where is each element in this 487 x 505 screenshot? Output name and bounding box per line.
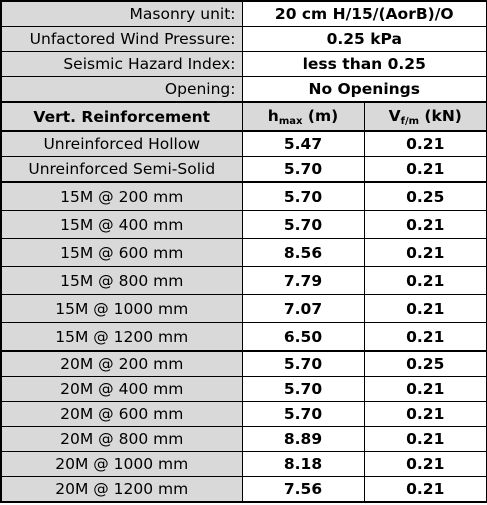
reinforcement-cell: 15M @ 800 mm [0, 266, 243, 295]
header-hmax: hmax (m) [241, 101, 365, 132]
reinforcement-cell: 20M @ 600 mm [0, 401, 243, 427]
vfm-cell: 0.21 [363, 476, 487, 503]
header-vfm-unit: (kN) [419, 106, 462, 125]
hmax-cell: 8.18 [241, 451, 365, 477]
info-label: Unfactored Wind Pressure: [0, 26, 243, 52]
hmax-cell: 5.70 [241, 181, 365, 211]
hmax-cell: 5.70 [241, 376, 365, 402]
vfm-cell: 0.21 [363, 322, 487, 352]
info-label: Masonry unit: [0, 0, 243, 27]
info-section: Masonry unit: 20 cm H/15/(AorB)/O Unfact… [0, 0, 487, 132]
header-vfm-symbol: V [388, 106, 401, 125]
table-row: 15M @ 1000 mm 7.07 0.21 [0, 294, 487, 323]
vfm-cell: 0.21 [363, 426, 487, 452]
table-row: 20M @ 1000 mm 8.18 0.21 [0, 451, 487, 477]
table-row: Unreinforced Hollow 5.47 0.21 [0, 130, 487, 157]
table-row: 20M @ 600 mm 5.70 0.21 [0, 401, 487, 427]
info-row-opening: Opening: No Openings [0, 76, 487, 103]
table-row: 15M @ 200 mm 5.70 0.25 [0, 181, 487, 211]
reinforcement-cell: 15M @ 1200 mm [0, 322, 243, 352]
info-label: Seismic Hazard Index: [0, 51, 243, 77]
vfm-cell: 0.21 [363, 401, 487, 427]
info-row-masonry-unit: Masonry unit: 20 cm H/15/(AorB)/O [0, 0, 487, 27]
hmax-cell: 7.07 [241, 294, 365, 323]
table-row: Unreinforced Semi-Solid 5.70 0.21 [0, 156, 487, 183]
reinforcement-cell: 15M @ 600 mm [0, 238, 243, 267]
vfm-cell: 0.21 [363, 376, 487, 402]
table-row: 15M @ 400 mm 5.70 0.21 [0, 210, 487, 239]
table-row: 20M @ 1200 mm 7.56 0.21 [0, 476, 487, 503]
table-row: 15M @ 1200 mm 6.50 0.21 [0, 322, 487, 352]
hmax-cell: 7.56 [241, 476, 365, 503]
info-row-seismic-index: Seismic Hazard Index: less than 0.25 [0, 51, 487, 77]
group-20m: 20M @ 200 mm 5.70 0.25 20M @ 400 mm 5.70 0.21… [0, 350, 487, 503]
header-hmax-subscript: max [278, 115, 303, 127]
hmax-cell: 8.56 [241, 238, 365, 267]
header-vert-reinforcement: Vert. Reinforcement [0, 101, 243, 132]
info-value: 0.25 kPa [241, 26, 487, 52]
reinforcement-cell: 20M @ 1200 mm [0, 476, 243, 503]
hmax-cell: 5.70 [241, 350, 365, 377]
vfm-cell: 0.25 [363, 350, 487, 377]
vfm-cell: 0.21 [363, 130, 487, 157]
reinforcement-cell: 15M @ 400 mm [0, 210, 243, 239]
hmax-cell: 5.70 [241, 401, 365, 427]
info-label: Opening: [0, 76, 243, 103]
reinforcement-cell: 15M @ 200 mm [0, 181, 243, 211]
table-row: 20M @ 200 mm 5.70 0.25 [0, 350, 487, 377]
vfm-cell: 0.21 [363, 210, 487, 239]
vfm-cell: 0.21 [363, 266, 487, 295]
hmax-cell: 7.79 [241, 266, 365, 295]
vfm-cell: 0.25 [363, 181, 487, 211]
table-row: 20M @ 400 mm 5.70 0.21 [0, 376, 487, 402]
reinforcement-cell: 20M @ 400 mm [0, 376, 243, 402]
header-hmax-unit: (m) [302, 106, 339, 125]
reinforcement-cell: 20M @ 800 mm [0, 426, 243, 452]
vfm-cell: 0.21 [363, 238, 487, 267]
info-row-wind-pressure: Unfactored Wind Pressure: 0.25 kPa [0, 26, 487, 52]
column-header-row: Vert. Reinforcement hmax (m) Vf/m (kN) [0, 101, 487, 132]
info-value: less than 0.25 [241, 51, 487, 77]
hmax-cell: 5.70 [241, 156, 365, 183]
group-unreinforced: Unreinforced Hollow 5.47 0.21 Unreinforced … [0, 130, 487, 183]
header-vfm-subscript: f/m [400, 115, 420, 127]
reinforcement-cell: Unreinforced Semi-Solid [0, 156, 243, 183]
vfm-cell: 0.21 [363, 294, 487, 323]
info-value: 20 cm H/15/(AorB)/O [241, 0, 487, 27]
reinforcement-cell: 15M @ 1000 mm [0, 294, 243, 323]
table-row: 15M @ 800 mm 7.79 0.21 [0, 266, 487, 295]
hmax-cell: 5.70 [241, 210, 365, 239]
header-vfm: Vf/m (kN) [363, 101, 487, 132]
hmax-cell: 8.89 [241, 426, 365, 452]
vfm-cell: 0.21 [363, 156, 487, 183]
vfm-cell: 0.21 [363, 451, 487, 477]
reinforcement-cell: Unreinforced Hollow [0, 130, 243, 157]
header-hmax-symbol: h [267, 106, 279, 125]
table-row: 15M @ 600 mm 8.56 0.21 [0, 238, 487, 267]
reinforcement-cell: 20M @ 200 mm [0, 350, 243, 377]
group-15m: 15M @ 200 mm 5.70 0.25 15M @ 400 mm 5.70 0.21… [0, 181, 487, 352]
table-row: 20M @ 800 mm 8.89 0.21 [0, 426, 487, 452]
hmax-cell: 5.47 [241, 130, 365, 157]
reinforcement-cell: 20M @ 1000 mm [0, 451, 243, 477]
hmax-cell: 6.50 [241, 322, 365, 352]
info-value: No Openings [241, 76, 487, 103]
